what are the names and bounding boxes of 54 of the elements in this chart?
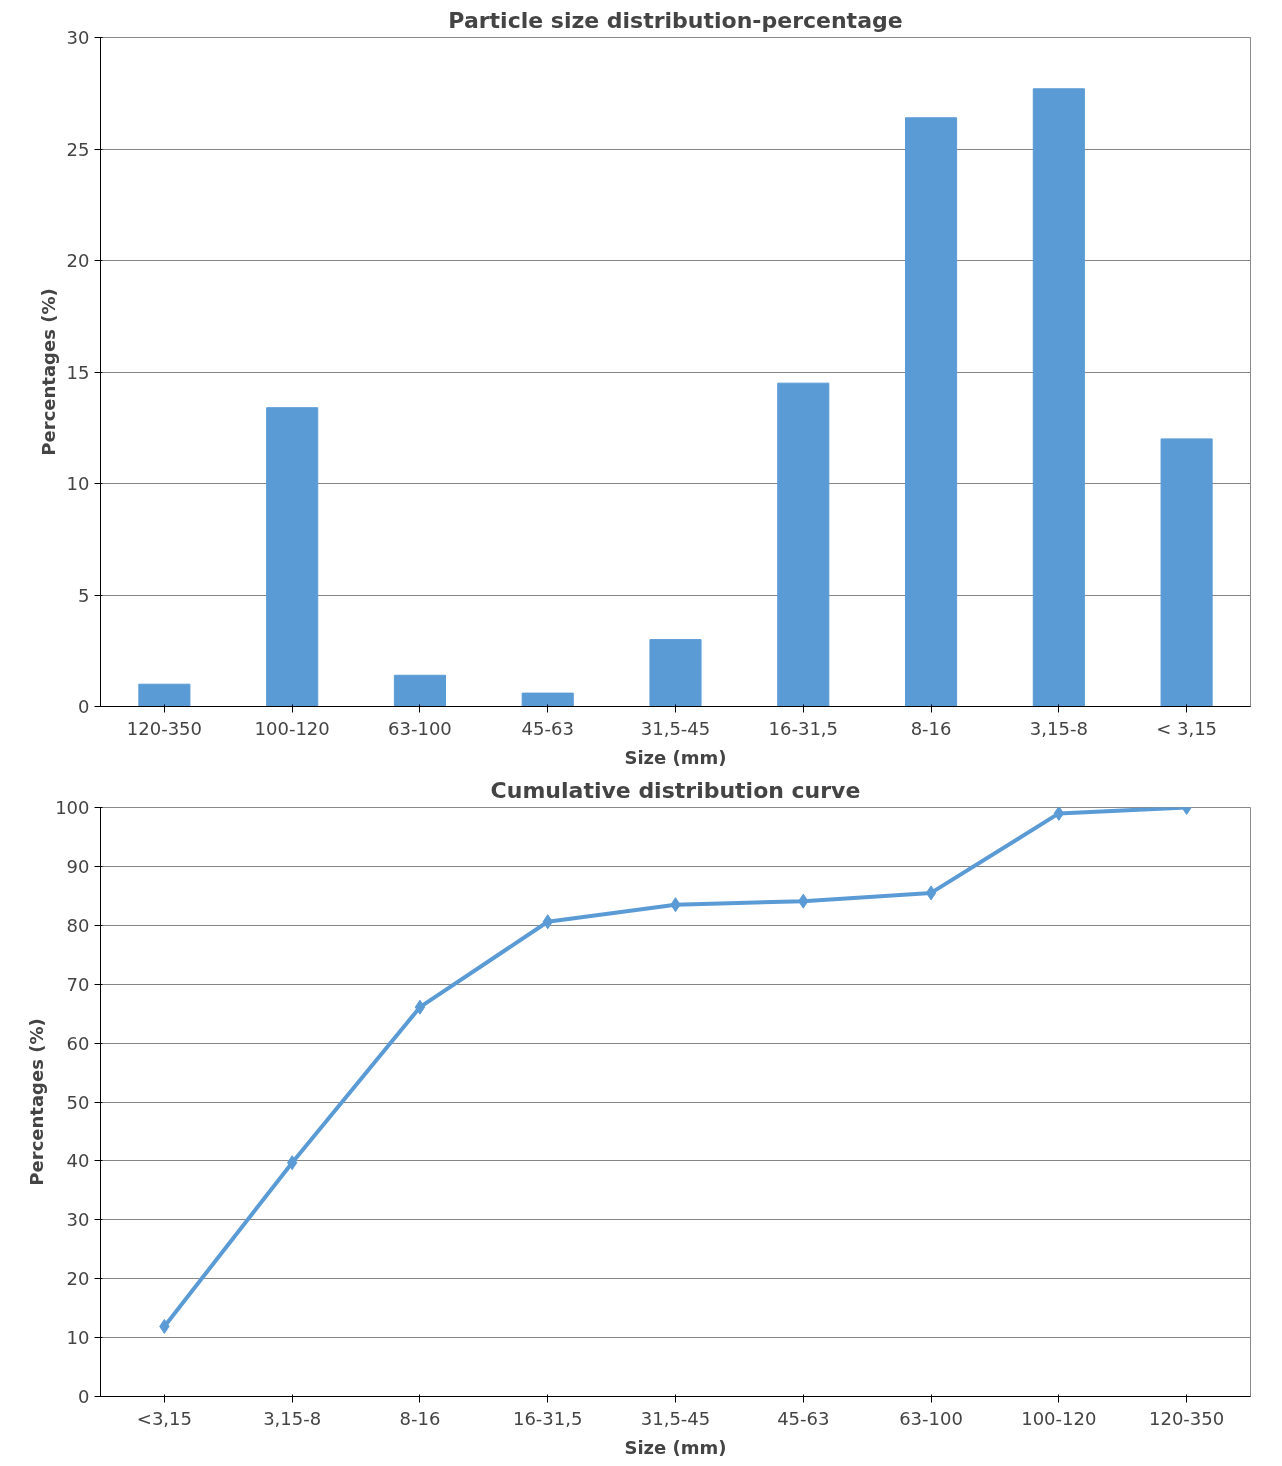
bar xyxy=(266,407,319,707)
point xyxy=(414,999,426,1015)
y-axis-title: Percentages (%) xyxy=(26,1018,48,1186)
x-tick-label: 16-31,5 xyxy=(768,717,839,739)
y-tick-label: 20 xyxy=(66,1268,90,1290)
y-tick-label: 15 xyxy=(66,361,90,383)
x-tick-label: 120-350 xyxy=(126,717,202,739)
x-axis-title: Size (mm) xyxy=(624,1436,727,1458)
x-tick-label: < 3,15 xyxy=(1156,717,1218,739)
bar xyxy=(649,639,702,707)
point xyxy=(1053,807,1064,821)
x-tick-label: 63-100 xyxy=(388,717,452,739)
bar xyxy=(521,692,574,707)
x-tick-label: 31,5-45 xyxy=(640,1407,711,1429)
y-tick-label: 100 xyxy=(55,797,90,818)
x-tick-label: 63-100 xyxy=(899,1407,963,1429)
bar xyxy=(905,117,958,707)
y-tick-label: 10 xyxy=(66,473,90,494)
chart-title: Particle size distribution-percentage xyxy=(448,7,903,33)
y-tick-label: 50 xyxy=(66,1091,90,1113)
y-tick-label: 70 xyxy=(66,973,90,995)
x-tick-label: 8-16 xyxy=(399,1407,441,1429)
y-tick-label: 40 xyxy=(66,1150,90,1172)
bar xyxy=(138,683,191,707)
x-tick-label: 31,5-45 xyxy=(640,717,711,739)
x-tick-label: 16-31,5 xyxy=(512,1407,583,1429)
y-axis-title: Percentages (%) xyxy=(37,288,59,456)
y-tick-label: 90 xyxy=(66,855,90,877)
x-tick-label: 100-120 xyxy=(1021,1407,1097,1429)
x-tick-label: 45-63 xyxy=(521,717,574,739)
bar xyxy=(393,674,446,707)
y-tick-label: 80 xyxy=(66,914,90,936)
chart-title: Cumulative distribution curve xyxy=(490,777,861,803)
y-tick-label: 30 xyxy=(66,27,90,48)
y-tick-label: 60 xyxy=(66,1032,90,1054)
x-axis-title: Size (mm) xyxy=(624,746,727,768)
x-tick-label: 3,15-8 xyxy=(263,1407,322,1429)
bar xyxy=(1160,438,1213,707)
bar xyxy=(1032,88,1085,707)
x-tick-label: 45-63 xyxy=(777,1407,830,1429)
y-tick-label: 20 xyxy=(66,250,90,271)
y-tick-label: 0 xyxy=(78,696,90,717)
x-tick-label: 120-350 xyxy=(1149,1407,1225,1429)
point xyxy=(925,885,937,901)
y-tick-label: 10 xyxy=(66,1327,90,1349)
x-tick-label: 3,15-8 xyxy=(1029,717,1088,739)
bar xyxy=(777,382,830,707)
y-tick-label: 5 xyxy=(78,584,90,606)
y-tick-label: 0 xyxy=(78,1386,90,1407)
y-tick-label: 25 xyxy=(66,138,90,160)
y-tick-label: 30 xyxy=(66,1209,90,1231)
x-tick-label: 100-120 xyxy=(254,717,330,739)
x-tick-label: <3,15 xyxy=(136,1407,192,1429)
x-tick-label: 8-16 xyxy=(910,717,952,739)
